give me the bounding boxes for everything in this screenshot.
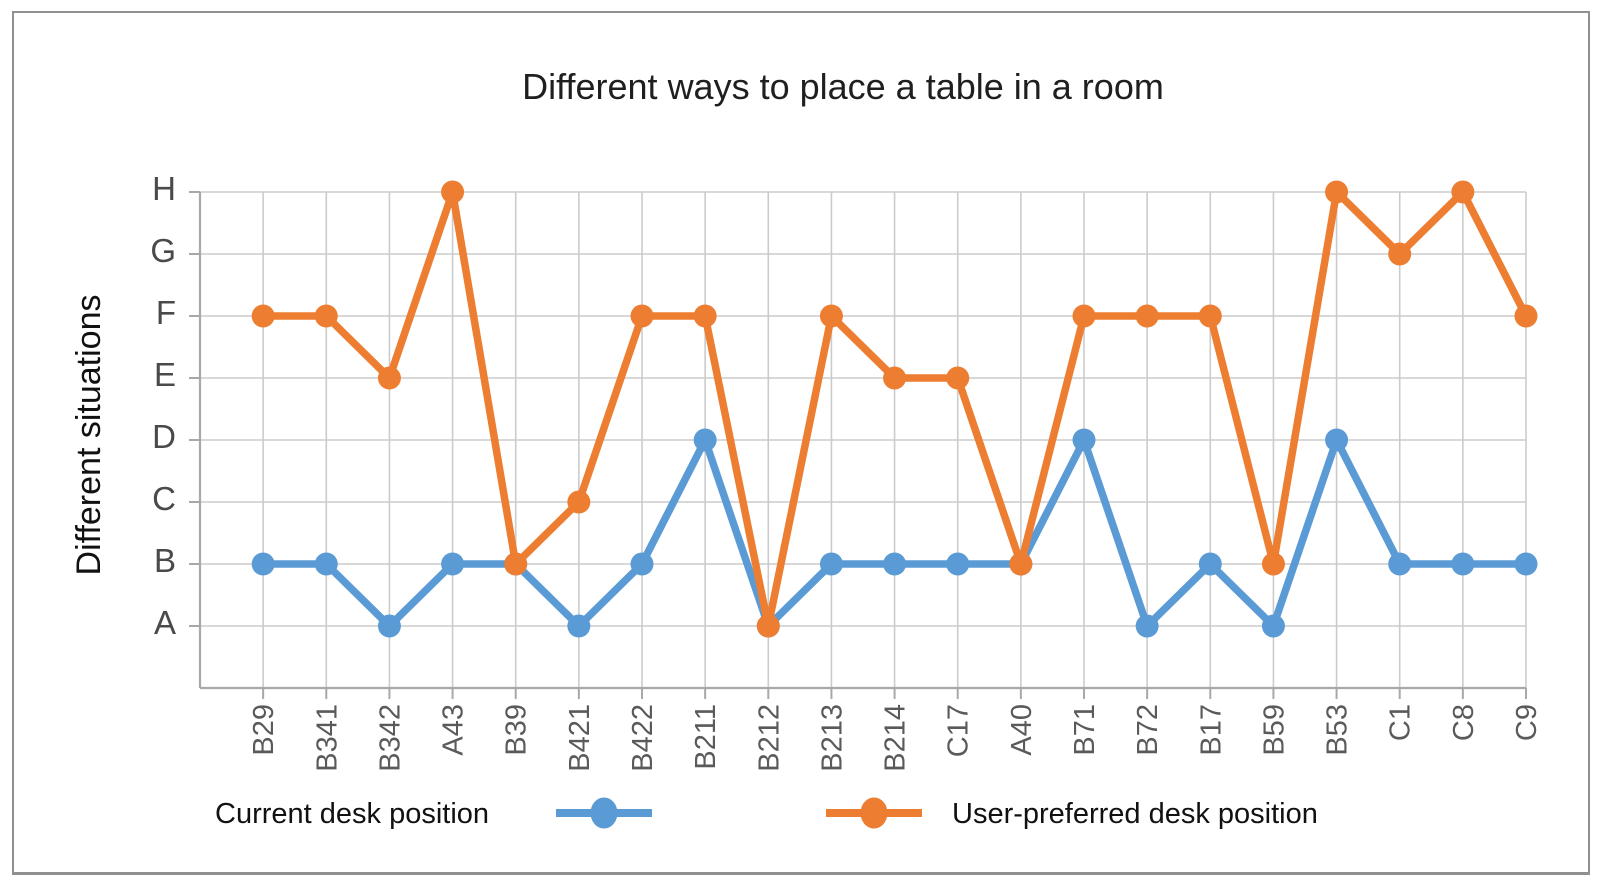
x-tick-label: B421	[564, 704, 596, 772]
legend-swatch-marker-0	[590, 797, 618, 829]
x-tick-label: B422	[627, 704, 659, 772]
x-tick-label: B211	[690, 704, 722, 770]
data-point-series-0	[819, 552, 843, 576]
y-tick-label: B	[154, 542, 176, 579]
x-tick-label: B341	[311, 704, 343, 772]
data-point-series-1	[251, 304, 275, 328]
data-point-series-0	[567, 614, 591, 638]
data-point-series-1	[1514, 304, 1538, 328]
x-tick-label: B212	[753, 704, 785, 772]
x-tick-label: A40	[1006, 704, 1038, 756]
data-point-series-1	[756, 614, 780, 638]
data-point-series-0	[314, 552, 338, 576]
x-tick-label: B72	[1132, 704, 1164, 756]
data-point-series-1	[1325, 180, 1349, 204]
x-tick-label: B53	[1322, 704, 1354, 756]
x-tick-label: B29	[248, 704, 280, 756]
data-point-series-1	[946, 366, 970, 390]
x-tick-label: B17	[1195, 704, 1227, 756]
data-point-series-1	[504, 552, 528, 576]
x-tick-label: B214	[880, 704, 912, 772]
data-point-series-1	[441, 180, 465, 204]
data-point-series-1	[1451, 180, 1475, 204]
data-point-series-1	[1072, 304, 1096, 328]
x-tick-label: B342	[374, 704, 406, 772]
data-point-series-1	[883, 366, 907, 390]
data-point-series-0	[1072, 428, 1096, 452]
y-tick-label: D	[152, 418, 176, 455]
x-tick-label: B39	[501, 704, 533, 756]
data-point-series-0	[1388, 552, 1412, 576]
data-point-series-1	[567, 490, 591, 514]
data-point-series-1	[1009, 552, 1033, 576]
x-tick-label: B71	[1069, 704, 1101, 756]
data-point-series-0	[1198, 552, 1222, 576]
data-point-series-1	[377, 366, 401, 390]
data-point-series-1	[1198, 304, 1222, 328]
data-point-series-0	[377, 614, 401, 638]
data-point-series-0	[1135, 614, 1159, 638]
legend-label-current: Current desk position	[215, 798, 489, 830]
y-tick-label: G	[150, 232, 176, 269]
data-point-series-0	[630, 552, 654, 576]
x-tick-label: A43	[438, 704, 470, 756]
data-point-series-1	[630, 304, 654, 328]
x-tick-label: C1	[1385, 704, 1417, 741]
data-point-series-0	[251, 552, 275, 576]
x-tick-label: B59	[1258, 704, 1290, 756]
y-tick-label: C	[152, 480, 176, 517]
data-point-series-0	[441, 552, 465, 576]
data-point-series-0	[693, 428, 717, 452]
chart-title: Different ways to place a table in a roo…	[522, 66, 1164, 107]
y-tick-label: E	[154, 356, 176, 393]
data-point-series-1	[314, 304, 338, 328]
data-point-series-0	[1514, 552, 1538, 576]
legend-swatch-marker-1	[860, 797, 888, 829]
data-point-series-0	[883, 552, 907, 576]
data-point-series-0	[946, 552, 970, 576]
data-point-series-1	[819, 304, 843, 328]
y-tick-label: H	[152, 170, 176, 207]
x-tick-label: C8	[1448, 704, 1480, 741]
x-tick-label: C9	[1511, 704, 1543, 741]
y-tick-label: A	[154, 604, 176, 641]
data-point-series-0	[1261, 614, 1285, 638]
data-point-series-1	[1388, 242, 1412, 266]
data-point-series-0	[1451, 552, 1475, 576]
x-tick-label: C17	[943, 704, 975, 757]
x-tick-label: B213	[816, 704, 848, 772]
data-point-series-1	[1261, 552, 1285, 576]
data-point-series-1	[693, 304, 717, 328]
data-point-series-0	[1325, 428, 1349, 452]
y-tick-label: F	[156, 294, 176, 331]
data-point-series-1	[1135, 304, 1159, 328]
y-axis-title: Different situations	[70, 295, 108, 576]
legend-label-preferred: User-preferred desk position	[952, 798, 1318, 830]
